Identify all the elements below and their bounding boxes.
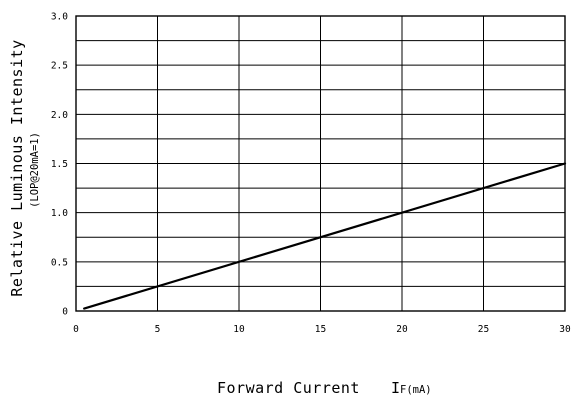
- series-layer: [83, 162, 567, 310]
- y-axis-label: Relative Luminous Intensity: [8, 39, 26, 296]
- y-axis-sublabel: (LOP@20mA=1): [29, 132, 41, 208]
- y-tick-label: 1.0: [51, 208, 68, 219]
- y-tick-labels: 0 0.5 1.0 1.5 2.0 2.5 3.0: [51, 12, 68, 318]
- x-tick-label: 15: [315, 324, 326, 335]
- y-tick-label: 0: [62, 307, 68, 318]
- x-tick-label: 0: [73, 324, 79, 335]
- y-tick-label: 0.5: [51, 257, 68, 268]
- grid: [75, 15, 566, 312]
- y-tick-label: 2.5: [51, 61, 68, 72]
- y-tick-label: 1.5: [51, 159, 68, 170]
- x-axis-sublabel: F(mA): [400, 384, 432, 396]
- y-tick-label: 2.0: [51, 110, 68, 121]
- x-tick-labels: 0 5 10 15 20 25 30: [73, 324, 571, 335]
- x-tick-label: 5: [155, 324, 161, 335]
- x-tick-label: 10: [233, 324, 245, 335]
- y-tick-label: 3.0: [51, 12, 68, 23]
- y-axis-subtitle: (LOP@20mA=1): [29, 132, 41, 208]
- x-axis-symbol: I: [391, 379, 401, 397]
- x-tick-label: 30: [559, 324, 571, 335]
- x-tick-label: 20: [396, 324, 408, 335]
- y-axis-title: Relative Luminous Intensity: [8, 39, 26, 296]
- x-tick-label: 25: [478, 324, 489, 335]
- x-axis-label: Forward Current: [217, 379, 360, 397]
- series-line: [83, 162, 567, 310]
